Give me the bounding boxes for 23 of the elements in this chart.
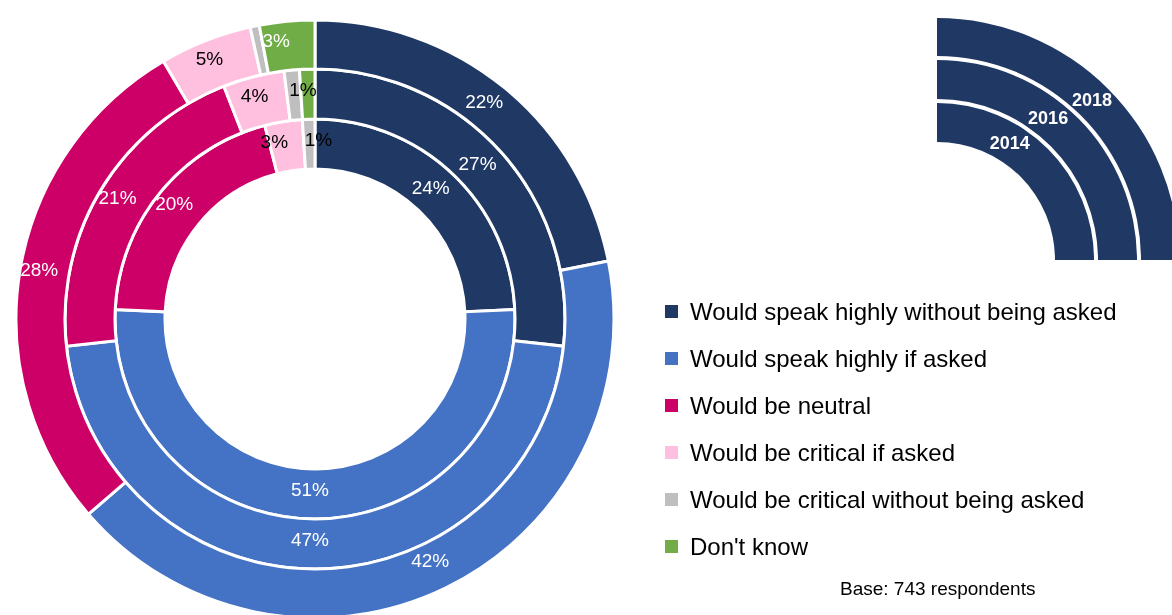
data-label: 20% [155,193,194,215]
text: Base: 743 respondents [840,578,1036,600]
legend-label: Would be neutral [690,391,872,420]
legend-label: Would speak highly without being asked [690,297,1117,326]
legend-label: Would be critical without being asked [690,485,1085,514]
slice-label: 2014 [989,133,1030,154]
data-label: 47% [290,528,330,550]
data-label: 21% [98,186,137,208]
data-label: 42% [411,550,450,572]
slice-label: 2016 [1028,107,1069,128]
ring-key: 2014 2016 2018 [937,18,1172,260]
data-label: 4% [240,85,269,107]
data-label: 51% [290,478,330,500]
legend-label: Would speak highly if asked [690,344,988,373]
data-label: 3% [262,30,291,52]
data-label: 28% [20,258,59,280]
data-label: 24% [411,176,450,198]
legend-label: Don't know [690,532,808,561]
data-label: 5% [195,48,224,70]
legend-label: Would be critical if asked [690,438,956,467]
data-label: 22% [465,91,504,113]
data-label: 27% [458,153,497,175]
slice-label: 2018 [1071,89,1112,110]
